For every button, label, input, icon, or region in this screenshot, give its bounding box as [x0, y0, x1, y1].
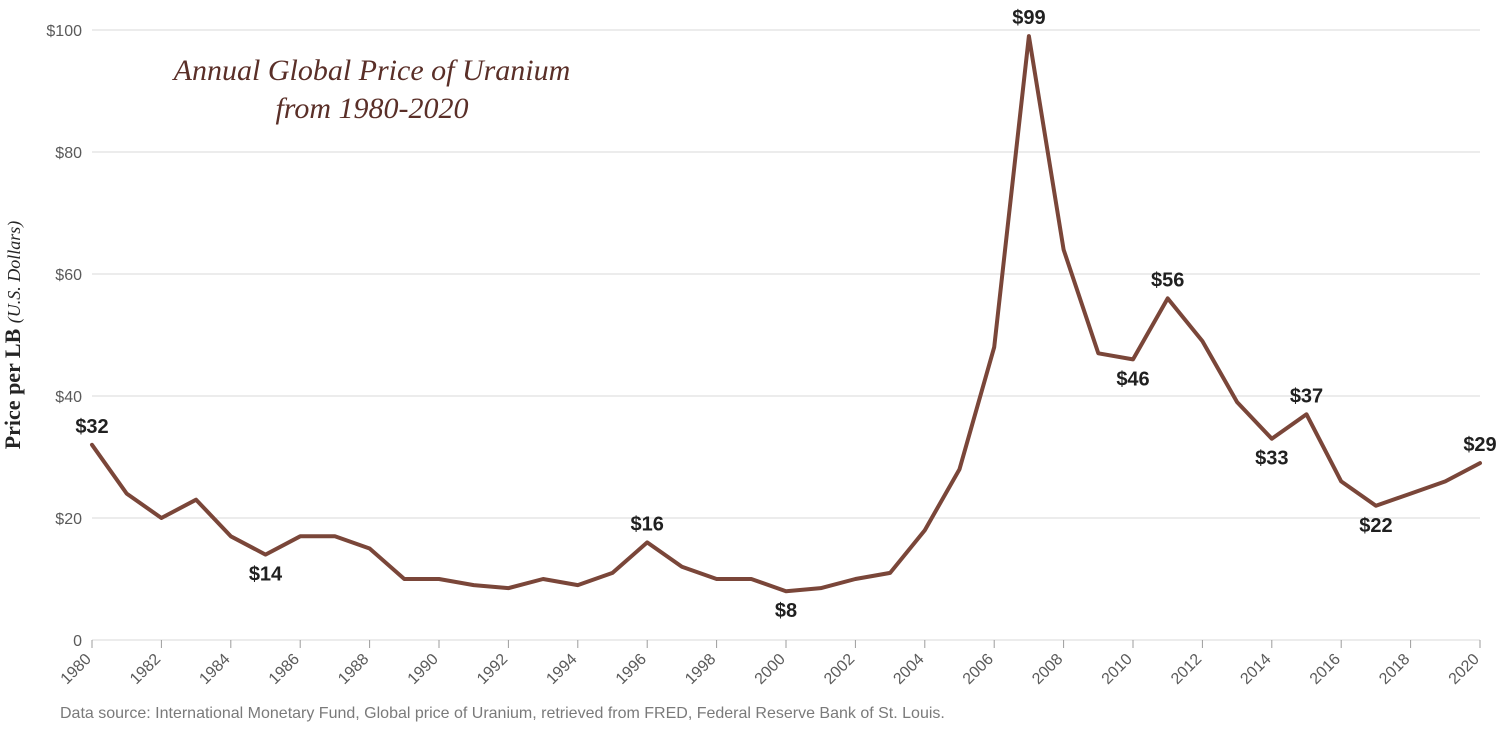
x-tick-label: 2012 [1168, 651, 1205, 688]
x-tick-label: 1988 [335, 651, 372, 688]
y-tick-label: $100 [46, 23, 82, 40]
y-tick-label: $80 [55, 145, 82, 162]
x-tick-label: 2010 [1099, 651, 1136, 688]
data-point-label: $37 [1290, 385, 1323, 407]
data-point-label: $32 [75, 416, 108, 438]
x-tick-label: 1986 [266, 651, 303, 688]
data-point-label: $56 [1151, 269, 1184, 291]
y-tick-label: 0 [73, 633, 82, 650]
x-tick-label: 2018 [1376, 651, 1413, 688]
data-source-text: Data source: International Monetary Fund… [60, 705, 945, 722]
x-tick-label: 1980 [58, 651, 95, 688]
data-point-label: $16 [631, 513, 664, 535]
chart-svg: 0 $20 $40 $60 $80 $100 1980 1982 1984 1986 1988 199… [0, 0, 1500, 735]
y-axis-label-group: Price per LB (U.S. Dollars) [0, 221, 25, 450]
x-tick-label: 2008 [1029, 651, 1066, 688]
x-tick-label: 2000 [752, 651, 789, 688]
x-tick-label: 1996 [613, 651, 650, 688]
data-point-label: $22 [1359, 515, 1392, 537]
data-point-label: $99 [1012, 7, 1045, 29]
y-tick-label: $20 [55, 511, 82, 528]
x-tick-label: 2016 [1307, 651, 1344, 688]
data-point-label: $33 [1255, 448, 1288, 470]
x-tick-label: 1990 [405, 651, 442, 688]
chart-title-line2: from 1980-2020 [275, 92, 468, 125]
data-point-label: $29 [1463, 434, 1496, 456]
data-point-label: $46 [1116, 368, 1149, 390]
x-tick-label: 1994 [543, 651, 580, 688]
x-tick-label: 1992 [474, 651, 511, 688]
x-tick-label: 1984 [196, 651, 233, 688]
chart-title-line1: Annual Global Price of Uranium [172, 54, 571, 87]
data-point-label: $14 [249, 564, 283, 586]
x-tick-label: 2004 [890, 651, 927, 688]
x-tick-label: 2006 [960, 651, 997, 688]
x-tick-label: 1982 [127, 651, 164, 688]
y-tick-label: $60 [55, 267, 82, 284]
x-tick-label: 1998 [682, 651, 719, 688]
y-tick-label: $40 [55, 389, 82, 406]
uranium-price-chart: 0 $20 $40 $60 $80 $100 1980 1982 1984 1986 1988 199… [0, 0, 1500, 735]
x-tick-label: 2002 [821, 651, 858, 688]
y-axis-label: Price per LB (U.S. Dollars) [0, 221, 25, 450]
data-point-label: $8 [775, 600, 797, 622]
x-tick-label: 2020 [1446, 651, 1483, 688]
x-tick-label: 2014 [1237, 651, 1274, 688]
